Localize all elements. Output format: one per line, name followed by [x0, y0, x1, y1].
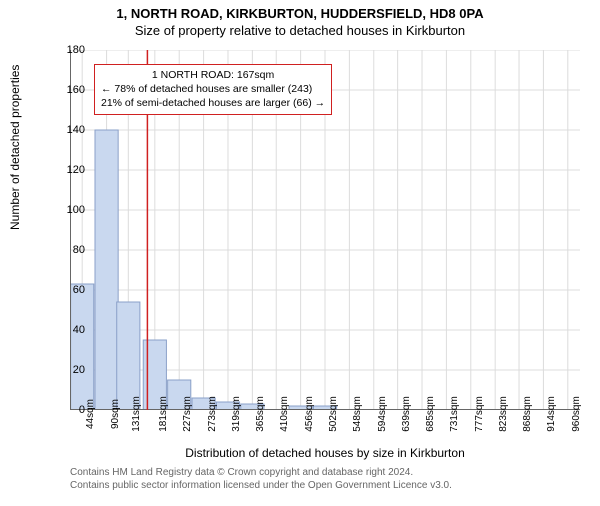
x-tick-label: 410sqm	[279, 396, 290, 432]
footer-line2: Contains public sector information licen…	[70, 479, 452, 492]
x-tick-label: 823sqm	[498, 396, 509, 432]
annotation-line1: 1 NORTH ROAD: 167sqm	[101, 68, 325, 82]
x-tick-label: 731sqm	[449, 396, 460, 432]
x-tick-label: 914sqm	[546, 396, 557, 432]
y-tick-label: 160	[67, 84, 85, 96]
footer-attribution: Contains HM Land Registry data © Crown c…	[70, 466, 452, 492]
annotation-box: 1 NORTH ROAD: 167sqm ← 78% of detached h…	[94, 64, 332, 115]
x-tick-label: 319sqm	[231, 396, 242, 432]
x-tick-label: 594sqm	[377, 396, 388, 432]
histogram-bar	[117, 302, 140, 410]
y-tick-label: 80	[73, 244, 85, 256]
histogram-bar	[95, 130, 118, 410]
x-tick-label: 685sqm	[425, 396, 436, 432]
x-tick-label: 456sqm	[304, 396, 315, 432]
x-tick-label: 131sqm	[131, 396, 142, 432]
x-axis-label: Distribution of detached houses by size …	[70, 446, 580, 460]
x-tick-label: 90sqm	[110, 399, 121, 429]
annotation-line3: 21% of semi-detached houses are larger (…	[101, 96, 325, 110]
page-subtitle: Size of property relative to detached ho…	[0, 23, 600, 38]
histogram-bar	[71, 284, 94, 410]
x-tick-label: 227sqm	[182, 396, 193, 432]
y-tick-label: 100	[67, 204, 85, 216]
chart-area: 1 NORTH ROAD: 167sqm ← 78% of detached h…	[70, 50, 580, 410]
y-tick-label: 120	[67, 164, 85, 176]
y-axis-label: Number of detached properties	[8, 65, 22, 230]
x-tick-label: 548sqm	[352, 396, 363, 432]
x-tick-label: 960sqm	[571, 396, 582, 432]
y-tick-label: 20	[73, 364, 85, 376]
y-tick-label: 140	[67, 124, 85, 136]
footer-line1: Contains HM Land Registry data © Crown c…	[70, 466, 452, 479]
x-tick-label: 868sqm	[522, 396, 533, 432]
page-title-address: 1, NORTH ROAD, KIRKBURTON, HUDDERSFIELD,…	[0, 6, 600, 21]
x-tick-label: 639sqm	[401, 396, 412, 432]
x-tick-label: 777sqm	[474, 396, 485, 432]
annotation-line2: ← 78% of detached houses are smaller (24…	[101, 82, 325, 96]
x-tick-label: 365sqm	[255, 396, 266, 432]
x-tick-label: 181sqm	[158, 396, 169, 432]
y-tick-label: 180	[67, 44, 85, 56]
x-tick-label: 502sqm	[328, 396, 339, 432]
x-tick-label: 44sqm	[85, 399, 96, 429]
y-tick-label: 60	[73, 284, 85, 296]
y-tick-label: 40	[73, 324, 85, 336]
x-tick-label: 273sqm	[207, 396, 218, 432]
